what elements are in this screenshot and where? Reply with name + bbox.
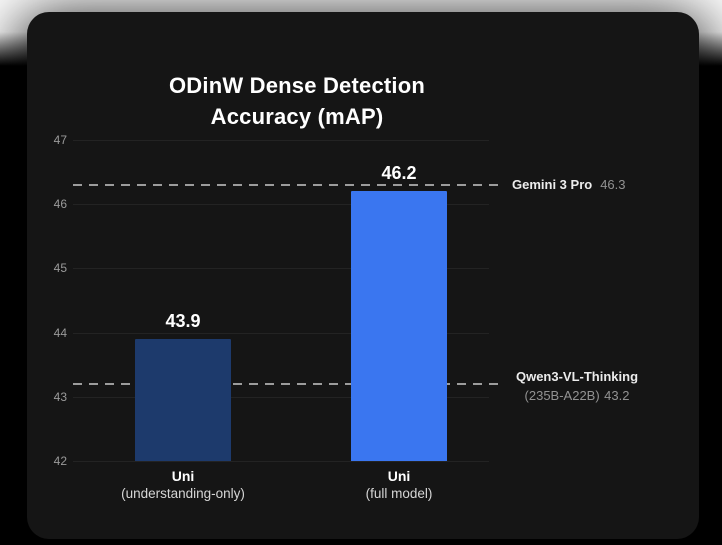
y-tick-label: 45 xyxy=(53,261,67,276)
y-tick-label: 42 xyxy=(53,454,67,468)
bar xyxy=(351,191,447,461)
chart-title-line1: ODinW Dense Detection xyxy=(168,73,425,98)
y-tick-label: 43 xyxy=(53,389,67,404)
plot-area: 42 43 44 45 46 47 43.9 Uni (understanding-only) 4… xyxy=(27,12,699,539)
bar-category-label: Uni xyxy=(171,468,195,484)
bar-value-label: 46.2 xyxy=(381,163,417,184)
reference-sub-row: (235B-A22B) 43.2 xyxy=(507,386,647,405)
bar-category-sublabel: (understanding-only) xyxy=(121,486,245,501)
y-gridline xyxy=(73,396,489,398)
y-tick-label: 47 xyxy=(53,133,67,147)
chart-title-line2: Accuracy (mAP) xyxy=(210,104,384,129)
bar-value-label: 43.9 xyxy=(165,311,201,332)
reference-name: Qwen3-VL-Thinking xyxy=(515,368,639,384)
reference-sublabel: (235B-A22B) xyxy=(524,387,600,403)
reference-line xyxy=(73,183,505,186)
y-gridline xyxy=(73,204,489,206)
chart-card: ODinW Dense Detection Accuracy (mAP) 42 4… xyxy=(27,12,699,539)
y-tick-label: 46 xyxy=(53,197,67,212)
reference-line xyxy=(73,382,505,385)
y-gridline xyxy=(73,461,489,462)
reference-label: Qwen3-VL-Thinking (235B-A22B) 43.2 xyxy=(507,367,647,405)
y-gridline xyxy=(73,332,489,334)
chart-title: ODinW Dense Detection Accuracy (mAP) xyxy=(27,70,567,132)
bar-category-sublabel: (full model) xyxy=(365,486,433,501)
bar-category-label: Uni xyxy=(387,468,411,484)
reference-label: Gemini 3 Pro 46.3 xyxy=(507,175,626,195)
y-gridline xyxy=(73,140,489,141)
bar xyxy=(135,339,231,461)
y-tick-label: 44 xyxy=(53,325,67,340)
reference-value: 43.2 xyxy=(604,387,630,403)
y-gridline xyxy=(73,268,489,270)
reference-name: Gemini 3 Pro xyxy=(512,176,593,192)
reference-value: 46.3 xyxy=(600,176,626,192)
